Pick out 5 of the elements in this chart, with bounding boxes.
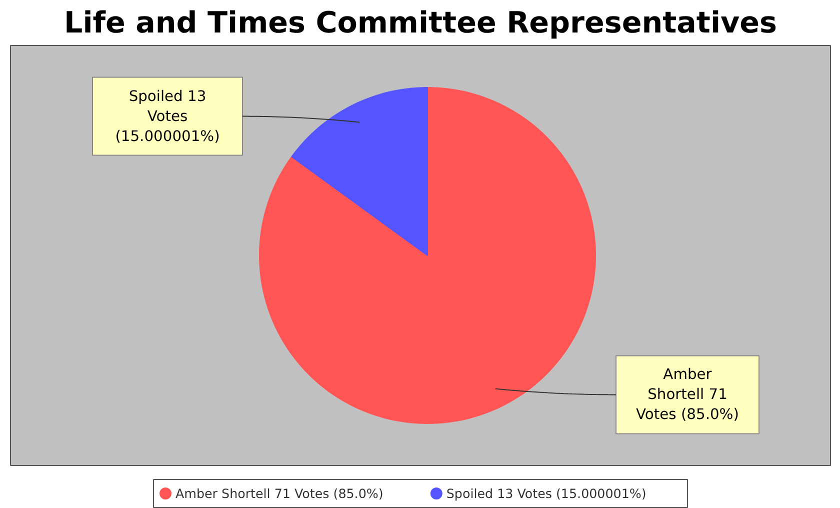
text: Amber Shortell 71 Votes (85.0%) [636, 366, 739, 424]
text: Spoiled 13 Votes (15.000001%) [115, 88, 220, 145]
chart-title: Life and Times Committee Representatives [64, 6, 777, 40]
legend-label: Spoiled 13 Votes (15.000001%) [446, 486, 646, 501]
legend-label: Amber Shortell 71 Votes (85.0%) [176, 486, 384, 501]
